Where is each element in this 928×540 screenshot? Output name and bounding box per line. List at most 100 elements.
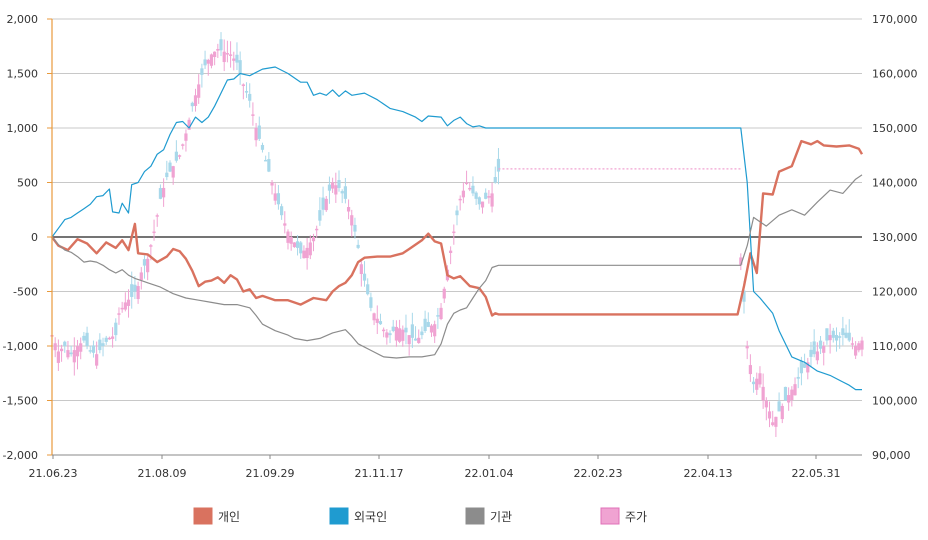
candle-body — [340, 191, 344, 194]
candle-body — [423, 318, 427, 332]
candle-body — [812, 341, 816, 355]
candle-body — [407, 335, 411, 345]
grid-lines — [52, 18, 862, 456]
candle-body — [420, 331, 424, 336]
candle-body — [484, 192, 488, 199]
candle-body — [480, 201, 485, 208]
candle-body — [796, 376, 800, 379]
series-line-개인 — [51, 139, 864, 317]
candle-body — [433, 324, 437, 337]
legend-label: 개인 — [218, 510, 240, 524]
candle-body — [388, 333, 392, 336]
candle-body — [343, 186, 347, 199]
candle-body — [120, 307, 124, 310]
candle-body — [222, 51, 226, 63]
candle-body — [369, 297, 373, 308]
candle-body — [385, 332, 389, 338]
candle-body — [799, 361, 804, 374]
candle-body — [88, 350, 92, 352]
candle-body — [854, 346, 858, 356]
candle-body — [496, 158, 501, 172]
candle-body — [244, 91, 249, 93]
candle-body — [98, 339, 102, 351]
candle-body — [241, 84, 245, 87]
candle-body — [292, 242, 296, 248]
candle-body — [474, 192, 478, 199]
candle-body — [359, 264, 363, 275]
candle-body — [413, 338, 418, 341]
candle-body — [458, 198, 462, 201]
candle-body — [257, 125, 261, 139]
candle-body — [107, 337, 112, 340]
candle-body — [69, 352, 73, 355]
series-line-기관 — [51, 174, 863, 359]
legend-swatch — [193, 507, 213, 525]
candle-body — [123, 302, 127, 310]
x-tick-label: 22.04.13 — [684, 467, 733, 480]
candle-body — [334, 185, 338, 195]
legend-swatch — [465, 507, 485, 525]
candle-body — [818, 340, 823, 349]
candle-body — [783, 386, 788, 401]
candle-body — [461, 190, 465, 198]
candle-body — [831, 330, 835, 338]
candle-body — [346, 207, 351, 212]
candle-body — [126, 299, 131, 306]
candle-body — [104, 337, 108, 342]
candle-body — [382, 329, 386, 332]
candle-body — [216, 48, 220, 51]
candle-body — [165, 172, 169, 178]
candle-body — [397, 328, 402, 342]
candle-body — [267, 159, 271, 172]
candle-body — [739, 257, 743, 265]
candle-body — [362, 273, 367, 281]
candle-body — [375, 318, 379, 323]
x-tick-label: 21.11.17 — [355, 467, 404, 480]
candle-body — [299, 242, 303, 254]
candle-body — [311, 237, 316, 242]
candle-body — [289, 237, 293, 244]
legend-label: 주가 — [625, 510, 647, 524]
candle-body — [318, 210, 322, 221]
candle-body — [114, 322, 118, 336]
candle-body — [356, 244, 360, 248]
candle-body — [190, 102, 194, 107]
candle-body — [251, 114, 255, 116]
candle-body — [225, 53, 229, 55]
y-left-tick-label: 2,000 — [7, 13, 39, 26]
candle-body — [91, 345, 96, 353]
candle-body — [235, 54, 239, 63]
y-left-tick-label: -500 — [13, 286, 38, 299]
candle-body — [490, 193, 494, 207]
candle-body — [136, 286, 140, 300]
candle-body — [315, 228, 319, 231]
candle-body — [117, 313, 121, 315]
series-line-외국인 — [51, 66, 862, 391]
legend-label: 외국인 — [354, 510, 387, 524]
candle-body — [158, 188, 163, 199]
candle-body — [742, 290, 746, 302]
candle-body — [327, 184, 332, 191]
candle-body — [72, 350, 76, 363]
y-left-tick-label: -1,500 — [3, 395, 38, 408]
candle-body — [468, 187, 472, 190]
candle-body — [844, 332, 848, 338]
candle-body — [200, 68, 204, 75]
candle-body — [331, 182, 335, 189]
candle-body — [748, 365, 752, 375]
candle-body — [391, 326, 395, 332]
candle-body — [353, 224, 357, 232]
candle-body — [410, 324, 414, 338]
candle-body — [429, 325, 434, 333]
candle-body — [75, 346, 80, 357]
candle-body — [464, 182, 469, 184]
candle-body — [834, 334, 839, 341]
y-right-tick-label: 170,000 — [872, 13, 918, 26]
candle-body — [487, 196, 491, 198]
candle-body — [394, 326, 399, 341]
candle-body — [755, 378, 759, 390]
candle-body — [838, 336, 842, 338]
candle-body — [203, 59, 207, 66]
candle-body — [780, 405, 784, 420]
